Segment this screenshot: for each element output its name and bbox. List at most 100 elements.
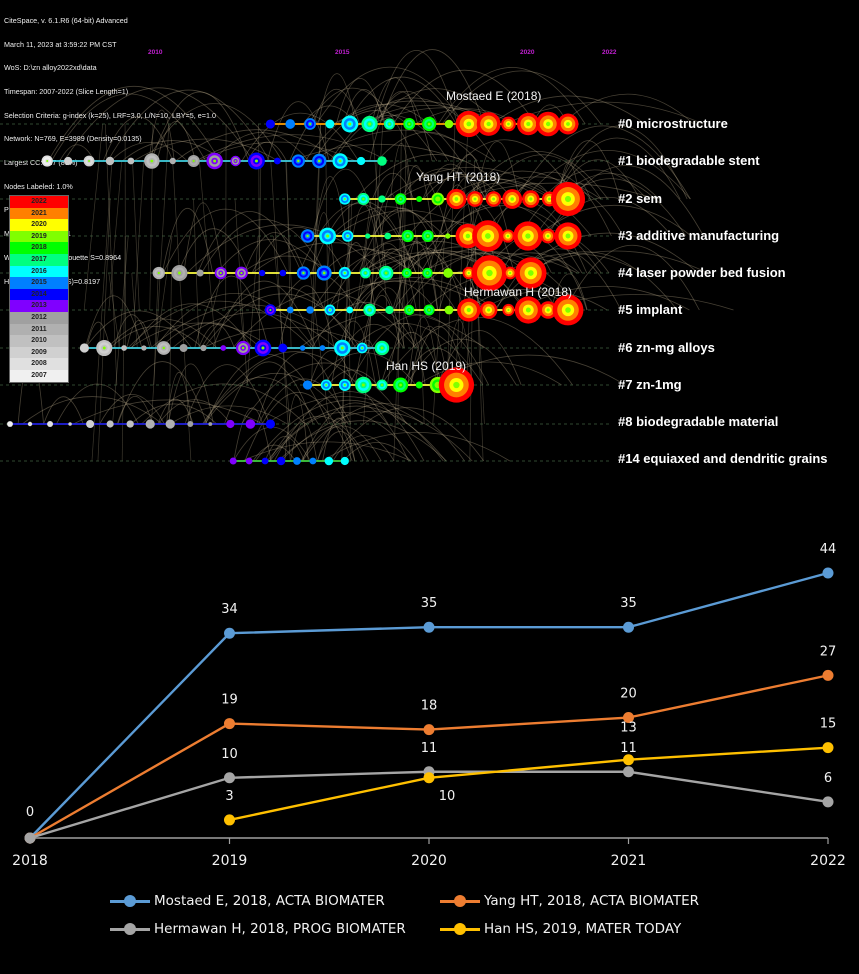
cluster-label-5[interactable]: #5 implant (618, 302, 683, 317)
cluster-label-7[interactable]: #7 zn-1mg (618, 377, 682, 392)
citation-arc (470, 176, 602, 200)
citation-arc (475, 141, 520, 200)
citation-arc (133, 138, 279, 162)
citation-node (312, 153, 327, 169)
cluster-label-8[interactable]: #8 biodegradable material (618, 414, 779, 429)
cluster-label-4[interactable]: #4 laser powder bed fusion (618, 265, 786, 280)
cluster-timeline-view[interactable] (0, 0, 859, 500)
citation-node (169, 157, 176, 165)
citation-arc (175, 129, 339, 162)
citation-arc (280, 410, 473, 462)
citation-node (455, 110, 482, 138)
citation-node (378, 195, 386, 203)
citation-node (356, 156, 366, 166)
citation-node (539, 301, 557, 319)
citation-node (254, 339, 272, 357)
node-label-hermawan[interactable]: Hermawan H (2018) (464, 285, 573, 299)
citation-arc (372, 88, 498, 125)
citation-node (476, 112, 501, 136)
citation-arc (314, 176, 347, 237)
citation-arc (289, 87, 416, 162)
citation-arc (536, 204, 692, 237)
citation-arc (107, 89, 270, 162)
citation-node (152, 266, 165, 280)
citation-node (467, 191, 483, 207)
info-line: CiteSpace, v. 6.1.R6 (64-bit) Advanced (4, 15, 128, 25)
citation-arc (195, 134, 389, 162)
citation-arc (290, 422, 318, 462)
citation-arc (346, 76, 457, 125)
cluster-label-0[interactable]: #0 microstructure (618, 116, 728, 131)
node-label-yang[interactable]: Yang HT (2018) (416, 170, 501, 184)
citation-arc (363, 295, 401, 349)
citation-arc (269, 412, 417, 462)
citation-node (316, 265, 332, 281)
citation-arc (148, 109, 175, 162)
citation-node (515, 257, 547, 289)
legend-item-hermawan[interactable]: Hermawan H, 2018, PROG BIOMATER (110, 921, 406, 937)
citation-node (319, 227, 337, 245)
citation-arc (251, 227, 345, 274)
cluster-label-3[interactable]: #3 additive manufacturing (618, 228, 780, 243)
citation-arc (277, 420, 447, 462)
citation-arc (198, 324, 235, 349)
citation-node (285, 119, 296, 129)
citation-arc (157, 399, 232, 425)
citation-node (340, 456, 349, 466)
citation-node (357, 192, 370, 206)
citation-arc (402, 251, 582, 311)
data-label: 10 (221, 747, 238, 762)
citation-node (293, 457, 301, 465)
citation-arc (233, 407, 272, 462)
cluster-label-2[interactable]: #2 sem (618, 191, 663, 206)
timeline-year-2015: 2015 (335, 49, 350, 56)
citation-node (320, 379, 332, 391)
data-point (822, 669, 834, 681)
citation-arc (375, 91, 439, 125)
citation-arc (266, 396, 424, 425)
node-label-mostaed[interactable]: Mostaed E (2018) (446, 89, 542, 103)
citation-arc (419, 252, 578, 274)
citation-node (383, 118, 396, 130)
data-labels: 34 35 35 44 19 18 20 27 0 10 11 11 6 3 10 13 15 (26, 542, 836, 820)
cluster-label-6[interactable]: #6 zn-mg alloys (618, 340, 715, 355)
citation-arc (552, 125, 688, 200)
legend-year-2018: 2018 (10, 242, 68, 254)
legend-item-mostaed[interactable]: Mostaed E, 2018, ACTA BIOMATER (110, 893, 385, 909)
data-point (623, 766, 634, 778)
data-label: 20 (620, 687, 637, 702)
citation-arc (126, 319, 152, 349)
citation-line-chart: 2018 2019 2020 2021 2022 34 35 35 44 19 18 20 27 0 10… (12, 542, 846, 869)
citation-arc (301, 402, 409, 462)
cluster-label-1[interactable]: #1 biodegradable stent (618, 153, 760, 168)
citation-link (397, 123, 402, 425)
citation-link (285, 160, 293, 311)
citation-node (378, 265, 394, 281)
citation-node (384, 232, 392, 240)
legend-item-yang[interactable]: Yang HT, 2018, ACTA BIOMATER (440, 893, 699, 909)
citation-node (513, 221, 543, 251)
legend-label: Mostaed E, 2018, ACTA BIOMATER (154, 893, 385, 909)
data-label: 27 (820, 644, 837, 659)
citation-node (501, 229, 515, 243)
citation-link (199, 160, 217, 349)
citation-link (134, 160, 145, 311)
citation-node (7, 421, 13, 427)
citation-arc (556, 140, 621, 200)
citation-arc (353, 280, 436, 311)
node-label-han[interactable]: Han HS (2019) (386, 359, 467, 373)
data-point (822, 742, 834, 754)
citation-arc (541, 169, 648, 200)
info-line: Network: N=769, E=3989 (Density=0.0135) (4, 134, 142, 144)
citation-arc (445, 319, 473, 386)
citation-node (296, 266, 311, 280)
citation-arc (436, 330, 522, 386)
legend-item-han[interactable]: Han HS, 2019, MATER TODAY (440, 921, 681, 937)
citation-arc (322, 248, 412, 274)
data-label: 35 (620, 596, 637, 611)
citation-node (273, 157, 281, 165)
citation-arc (482, 154, 602, 200)
citation-node (264, 304, 277, 316)
cluster-label-14[interactable]: #14 equiaxed and dendritic grains (618, 451, 828, 466)
citation-arc (167, 363, 214, 425)
